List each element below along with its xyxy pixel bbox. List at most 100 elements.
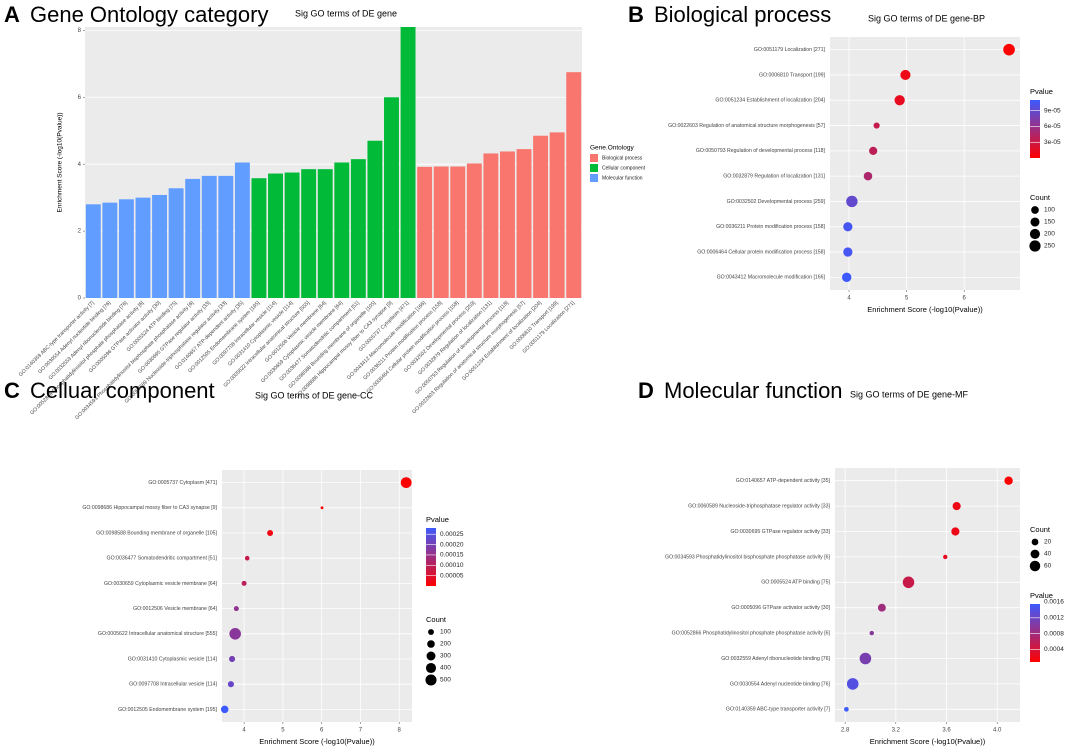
size-legend-title: Count (1030, 525, 1051, 534)
legend-swatch (590, 174, 598, 182)
size-key (1031, 206, 1039, 214)
color-legend-title: Pvalue (1030, 591, 1053, 600)
x-tick-label: 4 (242, 728, 246, 734)
panel-subtitle: Sig GO terms of DE gene-BP (868, 13, 985, 23)
y-tick-label: GO:0050793 Regulation of developmental p… (696, 148, 826, 154)
size-key (1029, 240, 1041, 252)
bar (135, 197, 151, 298)
dot (846, 195, 858, 208)
y-tick-label: GO:0005622 Intracellular anatomical stru… (98, 631, 218, 637)
x-tick-label: 7 (359, 728, 363, 734)
color-tick-label: 0.0012 (1044, 615, 1064, 622)
bar (499, 151, 515, 298)
dot (844, 706, 849, 712)
y-tick-label: 6 (78, 95, 82, 101)
dot (894, 95, 905, 106)
y-tick-label: GO:0005524 ATP binding [75] (761, 580, 830, 586)
dot (900, 69, 911, 81)
dot (1004, 476, 1013, 485)
bar (533, 135, 549, 298)
legend-title: Gene.Ontology (590, 145, 634, 152)
panel-title: Biological process (654, 2, 831, 27)
y-tick-label: 4 (78, 162, 82, 168)
dot (229, 655, 236, 663)
y-tick-label: GO:0060589 Nucleoside-triphosphatase reg… (688, 503, 830, 509)
y-tick-label: GO:0036211 Protein modification process … (716, 224, 825, 230)
size-key-label: 200 (440, 641, 451, 648)
bar (102, 202, 118, 298)
size-key-label: 150 (1044, 219, 1055, 226)
color-legend-title: Pvalue (1030, 87, 1053, 96)
y-tick-label: GO:0006464 Cellular protein modification… (697, 249, 825, 255)
dot (320, 506, 324, 510)
x-tick-label: 6 (962, 296, 966, 302)
x-tick-label: 4 (847, 296, 851, 302)
y-tick-label: GO:0051179 Localization [271] (754, 47, 826, 53)
bar (317, 169, 333, 298)
y-tick-label: 0 (78, 296, 82, 302)
color-tick-label: 3e-05 (1044, 139, 1061, 146)
legend-swatch (590, 154, 598, 162)
color-tick-label: 0.00015 (440, 552, 464, 559)
size-key-label: 500 (440, 677, 451, 684)
bar (384, 97, 399, 298)
dot (843, 247, 853, 257)
y-axis-label: Enrichment Score (-log10(Pvalue)) (57, 112, 64, 212)
bar (417, 166, 433, 298)
dot (227, 681, 234, 688)
bar (450, 166, 466, 298)
y-tick-label: GO:0034593 Phosphatidylinositol bisphosp… (665, 554, 831, 560)
x-tick-label: 2.8 (841, 728, 850, 734)
y-tick-label: GO:0098686 Hippocampal mossy fiber to CA… (82, 505, 217, 511)
size-key (1029, 228, 1041, 240)
size-key-label: 100 (1044, 207, 1055, 214)
panel-subtitle: Sig GO terms of DE gene-CC (255, 390, 374, 400)
color-tick-label: 0.00025 (440, 531, 464, 538)
y-tick-label: GO:0012506 Vesicle membrane [64] (133, 606, 217, 612)
dot (859, 652, 872, 665)
dot (877, 603, 886, 612)
bar (218, 175, 234, 298)
dot (902, 576, 915, 589)
legend-label: Cellular component (602, 165, 646, 171)
dot (869, 146, 878, 155)
panel-letter: C (4, 378, 20, 403)
size-key (425, 674, 437, 686)
legend-label: Biological process (602, 155, 643, 161)
color-bar (1030, 100, 1040, 158)
y-tick-label: GO:0022603 Regulation of anatomical stru… (668, 123, 825, 129)
y-tick-label: GO:0032502 Developmental process [259] (727, 199, 826, 205)
color-legend-title: Pvalue (426, 515, 449, 524)
dot (843, 222, 853, 232)
color-tick-label: 0.00020 (440, 541, 464, 548)
color-tick-label: 0.0004 (1044, 646, 1064, 653)
dot (943, 554, 948, 560)
bar (168, 188, 184, 298)
y-tick-label: GO:0031410 Cytoplasmic vesicle [114] (128, 656, 218, 662)
y-tick-label: GO:0005096 GTPase activator activity [30… (731, 605, 830, 611)
bar (350, 159, 366, 298)
size-key (426, 651, 436, 661)
size-key (428, 629, 434, 635)
panel-title: Gene Ontology category (30, 2, 268, 27)
y-tick-label: GO:0030695 GTPase regulator activity [33… (731, 529, 831, 535)
dot (951, 527, 960, 536)
size-key-label: 250 (1044, 243, 1055, 250)
bar (301, 169, 317, 298)
bar (334, 162, 350, 298)
color-tick-label: 0.0008 (1044, 630, 1064, 637)
bar (152, 194, 168, 298)
bar (185, 178, 201, 298)
x-tick-label: 5 (281, 728, 285, 734)
bar (433, 166, 449, 298)
size-key (1029, 560, 1041, 572)
bar (400, 27, 416, 298)
plot-background (85, 27, 582, 298)
bar (201, 175, 217, 298)
y-tick-label: GO:0097708 Intracellular vesicle [114] (129, 682, 217, 688)
color-tick-label: 0.0016 (1044, 599, 1064, 606)
size-key (1030, 217, 1040, 227)
bar (85, 204, 101, 298)
bar (268, 173, 283, 298)
bar (251, 178, 267, 298)
